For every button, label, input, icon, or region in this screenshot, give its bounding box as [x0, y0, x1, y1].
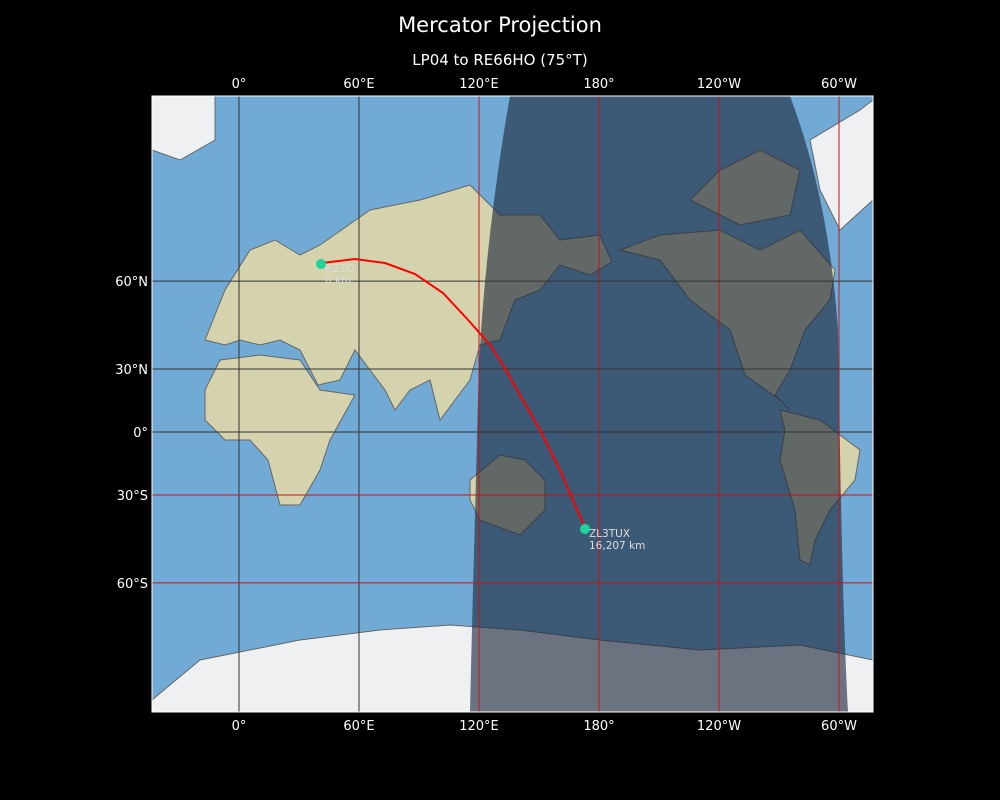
longitude-tick-label: 180° [583, 77, 614, 92]
africa [204, 354, 356, 506]
figure-title: Mercator Projection [398, 13, 602, 37]
graticule [152, 96, 873, 712]
night-shading [470, 96, 848, 712]
station-marker-rz1o[interactable] [316, 259, 326, 269]
station-label-call: RZ1O [325, 263, 354, 275]
station-marker-zl3tux[interactable] [580, 524, 590, 534]
latitude-tick-label: 30°S [117, 489, 148, 504]
longitude-tick-label: 120°E [459, 719, 499, 734]
latitude-tick-label: 0° [133, 426, 148, 441]
map-frame [151, 95, 874, 713]
greenland [809, 99, 873, 231]
latitude-tick-label: 60°N [115, 275, 148, 290]
station-label-distance: 0 km [325, 274, 351, 286]
longitude-tick-label: 60°E [343, 719, 374, 734]
latitude-tick-label: 30°N [115, 363, 148, 378]
map-area: RZ1O 0 km ZL3TUX 16,207 km [152, 96, 873, 712]
longitude-tick-label: 60°E [343, 77, 374, 92]
longitude-tick-label: 120°W [697, 719, 741, 734]
figure-subtitle: LP04 to RE66HO (75°T) [412, 51, 588, 69]
longitude-tick-label: 60°W [821, 77, 857, 92]
axis-ticks: 0° 0° 60°E 60°E 120°E 120°E 180° 180° 120°W 120°W… [115, 77, 857, 734]
station-label-call: ZL3TUX [589, 528, 630, 540]
iceland-scandinavia-ice [152, 96, 216, 161]
longitude-tick-label: 120°W [697, 77, 741, 92]
latitude-tick-label: 60°S [117, 577, 148, 592]
longitude-tick-label: 0° [232, 719, 247, 734]
longitude-tick-label: 0° [232, 77, 247, 92]
longitude-tick-label: 60°W [821, 719, 857, 734]
longitude-tick-label: 120°E [459, 77, 499, 92]
longitude-tick-label: 180° [583, 719, 614, 734]
great-circle-path [321, 257, 586, 529]
station-label-distance: 16,207 km [589, 540, 645, 552]
